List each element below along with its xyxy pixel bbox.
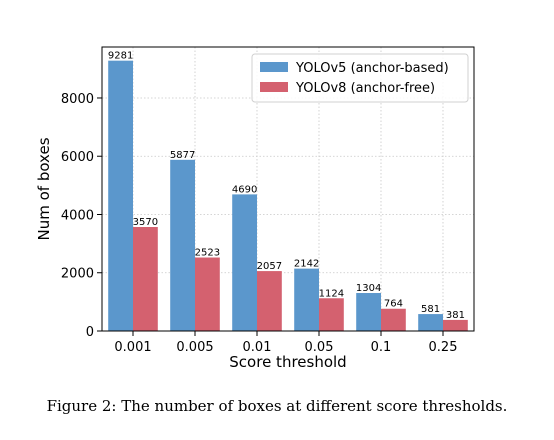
legend: YOLOv5 (anchor-based) YOLOv8 (anchor-free… <box>251 53 469 103</box>
bar-value-label: 5877 <box>170 150 195 161</box>
x-tick-label: 0.005 <box>176 340 213 355</box>
legend-box <box>251 53 469 103</box>
bar <box>294 268 319 331</box>
bar <box>356 293 381 331</box>
bar-value-label: 2142 <box>294 259 319 270</box>
y-axis-ticks: 0 2000 4000 6000 8000 <box>61 92 102 340</box>
bar <box>133 227 158 331</box>
y-tick-label: 2000 <box>61 267 94 282</box>
x-axis-label: Score threshold <box>229 353 346 371</box>
x-tick-label: 0.001 <box>114 340 151 355</box>
y-tick-label: 4000 <box>61 208 94 223</box>
x-axis-ticks: 0.001 0.005 0.01 0.05 0.1 0.25 <box>114 331 457 355</box>
legend-swatch <box>260 62 288 72</box>
bar-value-label: 1304 <box>356 283 381 294</box>
x-tick-label: 0.1 <box>371 340 392 355</box>
bar-value-label: 4690 <box>232 184 257 195</box>
bar <box>443 319 468 331</box>
plot-frame <box>101 46 475 332</box>
bar <box>257 271 282 331</box>
bar-value-label: 581 <box>421 304 440 315</box>
bar <box>108 60 133 331</box>
y-tick-label: 8000 <box>61 92 94 107</box>
y-tick-label: 6000 <box>61 150 94 165</box>
x-tick-label: 0.25 <box>429 340 458 355</box>
bar-value-label: 1124 <box>319 288 344 299</box>
bar-value-label: 381 <box>446 310 465 321</box>
y-tick-label: 0 <box>86 325 94 340</box>
x-tick-label: 0.01 <box>243 340 272 355</box>
y-axis-label: Num of boxes <box>35 137 53 240</box>
bar <box>232 194 257 331</box>
bar-value-label: 764 <box>384 299 403 310</box>
bars <box>108 60 468 331</box>
bar <box>418 314 443 331</box>
bar <box>170 159 195 331</box>
figure-caption: Figure 2: The number of boxes at differe… <box>46 397 508 415</box>
bar <box>195 257 220 331</box>
x-tick-label: 0.05 <box>305 340 334 355</box>
bar <box>381 308 406 331</box>
bar-value-label: 2523 <box>195 248 220 259</box>
legend-swatch <box>260 82 288 92</box>
legend-entry: YOLOv8 (anchor-free) <box>295 81 435 96</box>
bar-value-label: 3570 <box>133 217 158 228</box>
bar <box>319 298 344 331</box>
legend-entry: YOLOv5 (anchor-based) <box>295 61 449 76</box>
bar-value-label: 9281 <box>108 51 133 62</box>
bar-value-label: 2057 <box>257 261 282 272</box>
